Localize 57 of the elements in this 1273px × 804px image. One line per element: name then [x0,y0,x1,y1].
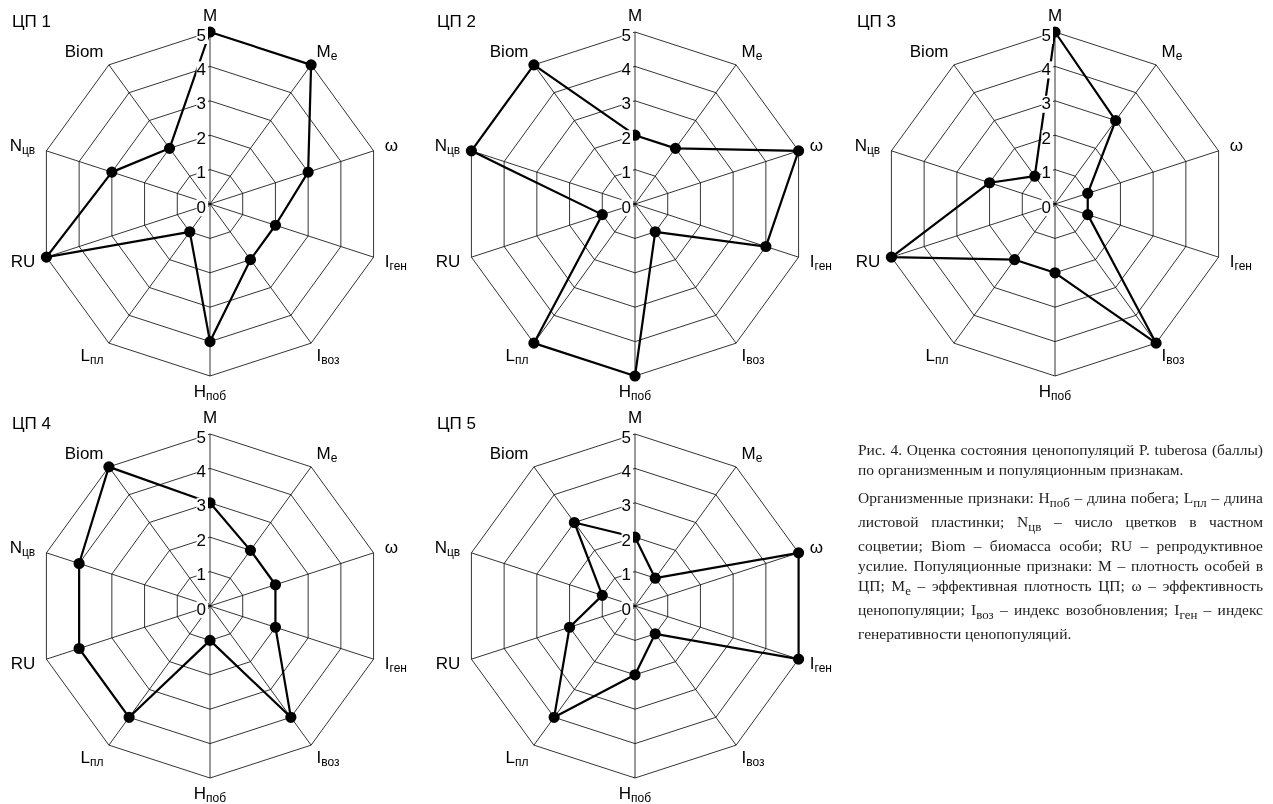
spoke-label: M [627,407,643,427]
chart-title: ЦП 3 [857,12,896,32]
y-tick-label: 4 [1041,60,1051,80]
chart-title: ЦП 2 [437,12,476,32]
y-tick-label: 5 [1041,25,1051,45]
spoke-label: M [1047,5,1063,25]
y-tick-label: 0 [621,599,631,619]
spoke-label: ω [1229,135,1244,155]
spoke-label: Biom [64,443,104,463]
spoke-label: RU [855,251,881,271]
y-tick-label: 3 [621,496,631,516]
y-tick-label: 3 [1041,94,1051,114]
y-tick-label: 3 [621,94,631,114]
chart-title: ЦП 4 [12,414,51,434]
spoke-label: RU [435,251,461,271]
y-tick-label: 1 [1041,163,1051,183]
y-tick-label: 0 [1041,197,1051,217]
text: Организменные признаки: H$_{поб}$ – длина побега; L$_{пл}$ – длина листовой пластинки; N$_{цв}$ – число цветков в частном соцветии; Biom – биомасса особи; RU – репродуктивное усилие. Популяционные признаки: M – плотность особей в ЦП; M$_{е}$ – эффективная плотность ЦП; ω – эффективность ценопопуляции; I$_{воз}$ – индекс возобновления; I$_{ген}$ – индекс генеративности ценопопуляций. [858,489,1264,643]
y-tick-label: 2 [621,530,631,550]
spoke-label: ω [384,537,399,557]
text: Рис. 4. Оценка состояния ценопопуляций P. tuberosa (баллы) по организменным и популяционным признакам. [858,440,1263,481]
y-tick-label: 0 [196,197,206,217]
y-tick-label: 1 [621,565,631,585]
spoke-label: Biom [909,41,949,61]
y-tick-label: 2 [1041,128,1051,148]
y-tick-label: 1 [621,163,631,183]
y-tick-label: 3 [196,496,206,516]
spoke-label: Biom [489,41,529,61]
y-tick-label: 5 [621,25,631,45]
spoke-label: M [202,407,218,427]
y-tick-label: 1 [196,565,206,585]
spoke-label: RU [435,653,461,673]
y-tick-label: 4 [196,462,206,482]
y-tick-label: 5 [196,25,206,45]
spoke-label: RU [10,251,36,271]
y-tick-label: 0 [621,197,631,217]
y-tick-label: 2 [196,128,206,148]
chart-title: ЦП 5 [437,414,476,434]
spoke-label: Biom [64,41,104,61]
chart-title: ЦП 1 [12,12,51,32]
spoke-label: RU [10,653,36,673]
spoke-label: M [627,5,643,25]
y-tick-label: 2 [196,530,206,550]
y-tick-label: 4 [196,60,206,80]
y-tick-label: 5 [196,427,206,447]
spoke-label: Biom [489,443,529,463]
y-tick-label: 3 [196,94,206,114]
y-tick-label: 2 [621,128,631,148]
spoke-label: ω [384,135,399,155]
y-tick-label: 4 [621,462,631,482]
y-tick-label: 1 [196,163,206,183]
y-tick-label: 4 [621,60,631,80]
y-tick-label: 5 [621,427,631,447]
spoke-label: ω [809,537,824,557]
y-tick-label: 0 [196,599,206,619]
spoke-label: M [202,5,218,25]
spoke-label: ω [809,135,824,155]
